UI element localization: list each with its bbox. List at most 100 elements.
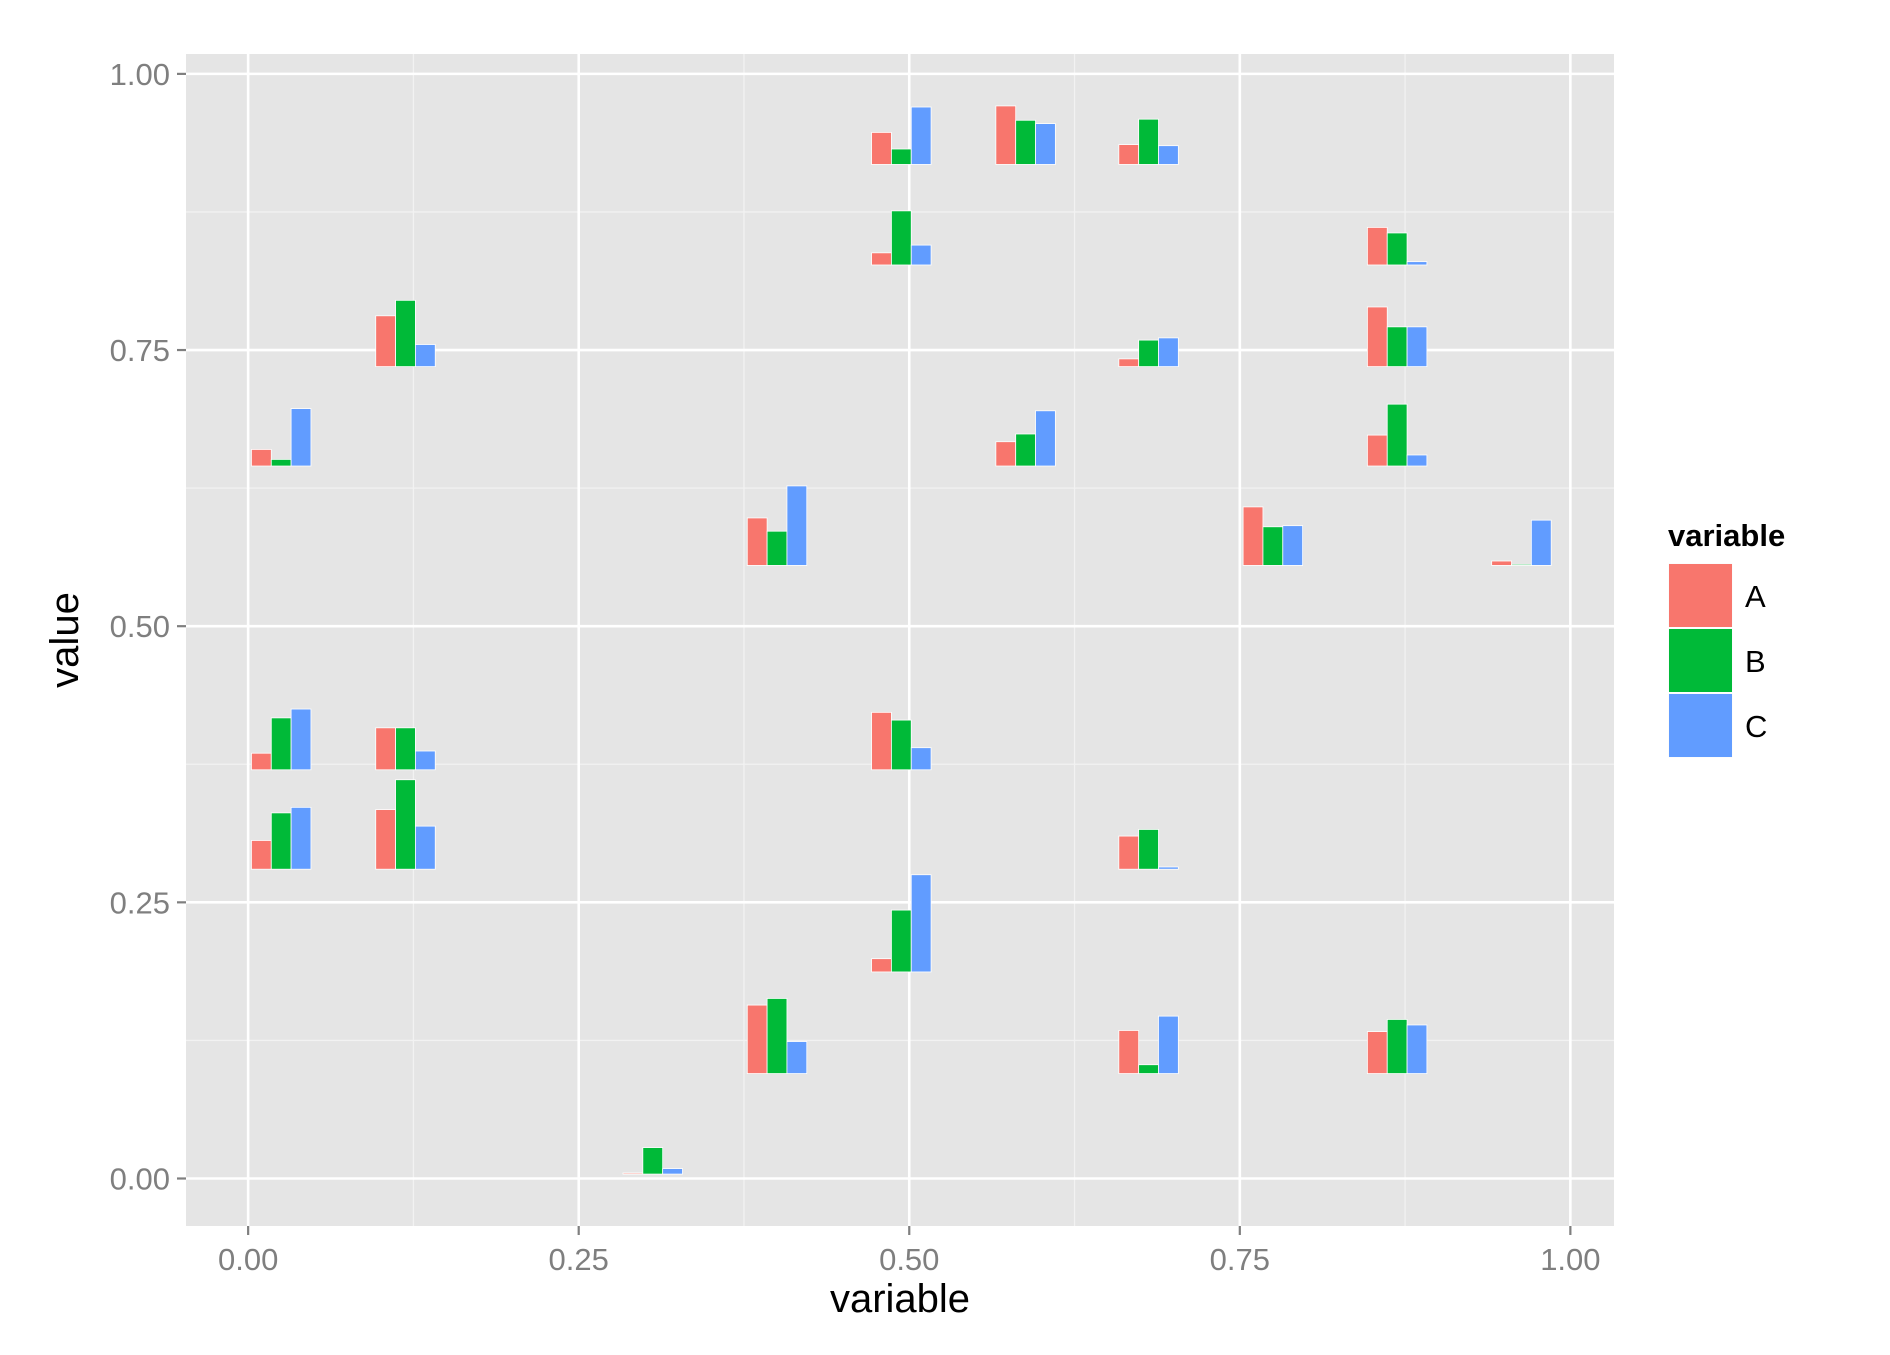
bar-b <box>395 299 416 368</box>
legend-swatch-c <box>1669 694 1732 757</box>
bar-a <box>1367 306 1388 368</box>
bar-a <box>1118 1030 1140 1074</box>
legend-swatch-b <box>1669 629 1732 692</box>
bar-c <box>786 1041 808 1074</box>
legend-title: variable <box>1668 518 1785 553</box>
bar-a <box>1367 227 1388 266</box>
x-tick-label: 1.00 <box>1540 1242 1600 1277</box>
bar-b <box>395 779 416 870</box>
bar-a <box>1367 1031 1388 1074</box>
bar-a <box>1118 358 1140 368</box>
bar-c <box>910 106 932 165</box>
bar-a <box>1242 506 1264 566</box>
x-tick-label: 0.75 <box>1210 1242 1270 1277</box>
bar-c <box>290 408 312 467</box>
bar-a <box>746 1004 768 1074</box>
bar-c <box>1035 410 1056 467</box>
bar-c <box>1282 525 1304 566</box>
bar-a <box>995 105 1017 165</box>
y-axis-title: value <box>43 592 87 688</box>
bar-c <box>1406 261 1428 266</box>
bar-c <box>290 708 312 771</box>
bar-b <box>270 812 292 870</box>
bar-c <box>1406 454 1428 467</box>
bar-c <box>415 344 436 368</box>
bar-a <box>871 958 892 973</box>
bar-b <box>766 998 788 1074</box>
bar-b <box>1015 433 1036 467</box>
bar-b <box>766 530 788 566</box>
bar-a <box>871 252 892 266</box>
bar-b <box>1138 1064 1159 1074</box>
bar-c <box>1035 123 1056 165</box>
bar-b <box>1138 118 1159 165</box>
bar-a <box>251 840 272 870</box>
x-tick-label: 0.50 <box>879 1242 939 1277</box>
bar-b <box>1138 829 1159 870</box>
y-tick-label: 0.00 <box>110 1162 170 1197</box>
bar-a <box>746 517 768 566</box>
bar-a <box>1367 434 1388 467</box>
legend-label-c: C <box>1745 709 1767 744</box>
legend-label-b: B <box>1745 644 1766 679</box>
bar-a <box>1118 835 1140 870</box>
x-axis: 0.00 0.25 0.50 0.75 1.00 <box>218 1226 1601 1277</box>
bar-b <box>395 727 416 771</box>
y-axis: 0.00 0.25 0.50 0.75 1.00 <box>110 57 186 1197</box>
bar-a <box>375 315 396 368</box>
legend: variable ABC <box>1667 518 1785 759</box>
bar-b <box>1386 232 1408 266</box>
bar-c <box>662 1168 683 1175</box>
x-tick-label: 0.00 <box>218 1242 278 1277</box>
bars <box>251 105 1552 1175</box>
bar-c <box>1158 337 1179 368</box>
y-tick-label: 0.25 <box>110 885 170 920</box>
bar-a <box>1118 144 1140 165</box>
bar-a <box>251 752 272 771</box>
bar-b <box>642 1147 664 1175</box>
bar-a <box>622 1172 644 1175</box>
bar-c <box>1158 866 1179 870</box>
bar-b <box>1511 563 1532 566</box>
bar-c <box>910 244 932 266</box>
bar-b <box>1386 326 1408 368</box>
bar-c <box>910 747 932 771</box>
bar-b <box>1386 403 1408 467</box>
y-tick-label: 1.00 <box>110 57 170 92</box>
legend-swatch-a <box>1669 564 1732 627</box>
bar-c <box>1530 519 1552 566</box>
bar-b <box>891 210 912 266</box>
bar-b <box>270 458 292 467</box>
bar-b <box>1386 1019 1408 1074</box>
bar-b <box>270 717 292 771</box>
bar-c <box>1158 145 1179 165</box>
y-tick-label: 0.50 <box>110 609 170 644</box>
bar-c <box>910 874 932 973</box>
x-axis-title: variable <box>830 1277 970 1321</box>
x-tick-label: 0.25 <box>549 1242 609 1277</box>
bar-c <box>290 806 312 870</box>
bar-c <box>1158 1015 1179 1074</box>
bar-c <box>415 750 436 771</box>
bar-b <box>891 909 912 973</box>
bar-c <box>415 825 436 870</box>
bar-c <box>1406 1024 1428 1074</box>
y-tick-label: 0.75 <box>110 333 170 368</box>
bar-a <box>871 711 892 771</box>
bar-a <box>1491 560 1512 566</box>
bar-b <box>891 719 912 771</box>
bar-a <box>375 809 396 870</box>
bar-a <box>251 449 272 467</box>
bar-c <box>786 485 808 566</box>
bar-b <box>1262 526 1284 566</box>
bar-a <box>871 132 892 165</box>
major-gridlines <box>186 54 1614 1226</box>
bar-c <box>1406 326 1428 368</box>
bar-a <box>995 441 1017 467</box>
bar-b <box>891 148 912 165</box>
bar-b <box>1138 339 1159 368</box>
legend-label-a: A <box>1745 579 1766 614</box>
bar-a <box>375 727 396 771</box>
